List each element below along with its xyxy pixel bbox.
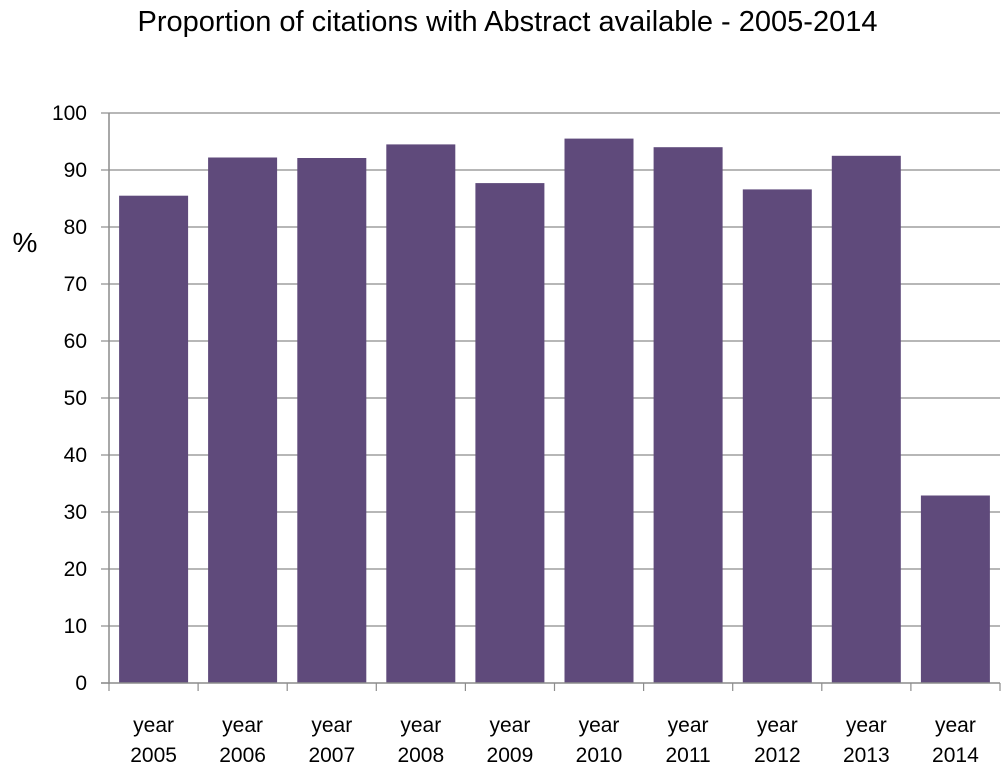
x-tick-label: year (668, 714, 709, 737)
y-tick-label: 100 (52, 102, 87, 125)
x-tick-label: year (400, 714, 441, 737)
x-tick-label: year (935, 714, 976, 737)
bar (565, 139, 634, 683)
x-tick-label: 2014 (932, 744, 979, 767)
x-tick-label: 2009 (487, 744, 534, 767)
y-axis-label: % (13, 227, 38, 258)
y-tick-label: 70 (64, 273, 87, 296)
y-tick-label: 30 (64, 501, 87, 524)
x-tick-label: 2011 (666, 744, 711, 767)
y-tick-label: 20 (64, 558, 87, 581)
y-tick-label: 40 (64, 444, 87, 467)
x-tick-label: 2013 (843, 744, 890, 767)
x-tick-label: year (133, 714, 174, 737)
x-tick-label: year (222, 714, 263, 737)
y-tick-label: 90 (64, 159, 87, 182)
x-tick-label: 2006 (219, 744, 266, 767)
x-tick-label: 2007 (308, 744, 355, 767)
bar (208, 158, 277, 684)
bars (119, 139, 990, 684)
y-tick-labels: 0 10 20 30 40 50 60 70 80 90 100 (52, 102, 87, 695)
bar (921, 496, 990, 684)
bar (743, 189, 812, 683)
bar (119, 196, 188, 683)
x-tick-label: 2008 (397, 744, 444, 767)
x-tick-label: 2010 (576, 744, 623, 767)
bar (654, 147, 723, 683)
y-tick-label: 60 (64, 330, 87, 353)
x-tick-label: year (757, 714, 798, 737)
x-tick-label: year (489, 714, 530, 737)
y-tick-label: 10 (64, 615, 87, 638)
bar (832, 156, 901, 683)
x-tick-label: 2005 (130, 744, 177, 767)
x-tick-label: 2012 (754, 744, 801, 767)
x-tick-label: year (311, 714, 352, 737)
x-tick-label: year (846, 714, 887, 737)
y-tick-label: 80 (64, 216, 87, 239)
bar (386, 144, 455, 683)
y-tick-label: 0 (75, 672, 87, 695)
y-tick-label: 50 (64, 387, 87, 410)
bar (297, 158, 366, 683)
x-tick-label: year (579, 714, 620, 737)
bar (475, 183, 544, 683)
x-tick-labels: year 2005 year 2006 year 2007 year 2008 year 2009… (130, 714, 979, 767)
